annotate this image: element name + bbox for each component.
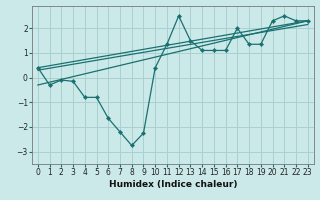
- X-axis label: Humidex (Indice chaleur): Humidex (Indice chaleur): [108, 180, 237, 189]
